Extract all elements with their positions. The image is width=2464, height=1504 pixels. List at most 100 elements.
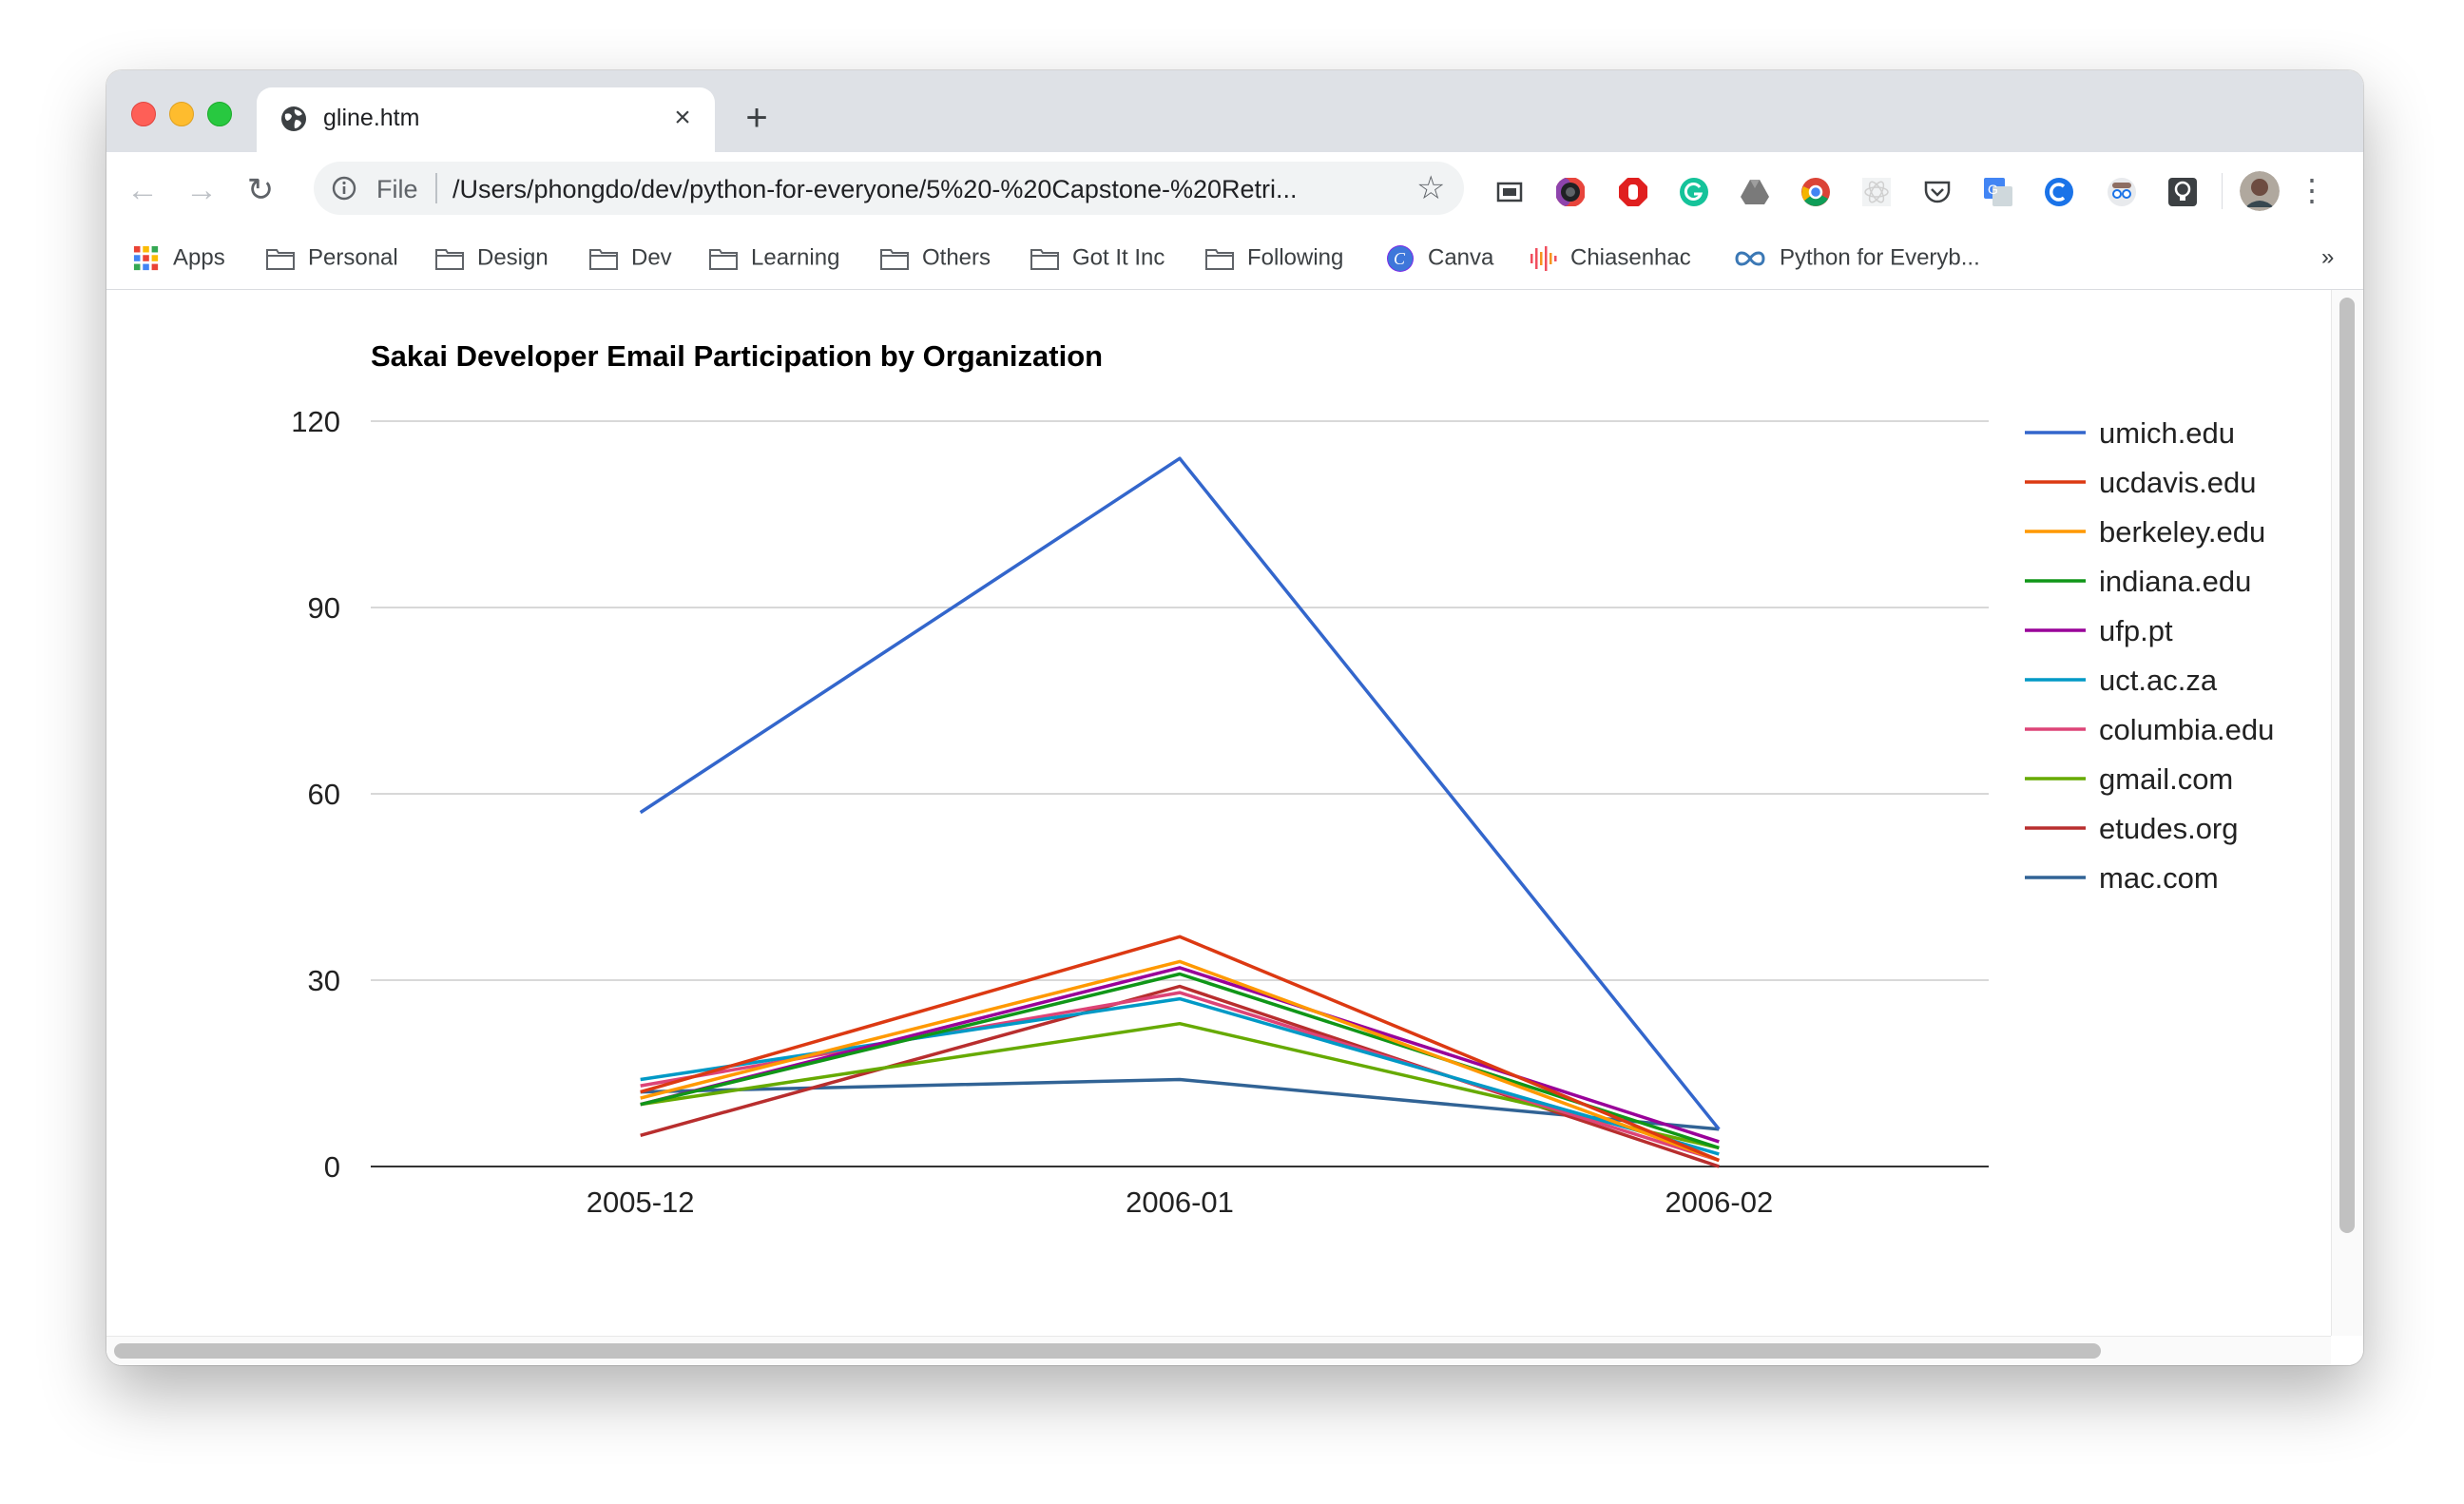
toolbar: ← → ↻ File /Users/phongdo/dev/python-for… [106,152,2363,228]
y-tick-label: 60 [308,778,340,811]
browser-window: gline.htm × + ← → ↻ File /Users/phongdo/… [106,70,2363,1365]
bookmark-design[interactable]: Design [435,241,549,274]
series-line-etudes-org [640,984,1720,1168]
legend-label: ufp.pt [2099,614,2173,647]
y-tick-label: 30 [308,964,340,997]
bookmark-learning[interactable]: Learning [709,241,839,274]
toolbar-divider [2222,173,2223,209]
folder-icon [435,248,464,270]
bookmark-personal[interactable]: Personal [266,241,398,274]
forward-button[interactable]: → [185,172,218,208]
bookmark-label: Chiasenhac [1570,244,1691,271]
bookmark-label: Python for Everyb... [1780,244,1980,271]
bookmark-chiasenhac[interactable]: Chiasenhac [1529,241,1691,274]
legend-label: ucdavis.edu [2099,466,2256,499]
x-tick-label: 2005-12 [587,1186,695,1219]
screenshot-icon[interactable] [1494,177,1525,207]
tab-strip: gline.htm × + [106,70,2363,152]
apps-grid-icon [133,245,159,270]
bookmark-apps[interactable]: Apps [133,241,225,274]
bookmark-label: Following [1247,244,1344,271]
url-text[interactable]: /Users/phongdo/dev/python-for-everyone/5… [452,175,1298,203]
close-tab-icon[interactable]: × [674,102,691,133]
translate-icon[interactable]: G [1983,177,2013,207]
info-icon[interactable] [331,175,357,202]
legend-label: indiana.edu [2099,565,2251,598]
url-scheme: File [376,175,418,203]
menu-button[interactable]: ⋮ [2297,173,2327,207]
canva-icon: C [1387,244,1414,272]
bookmark-python-for-everybody[interactable]: Python for Everyb... [1734,241,1980,274]
legend-label: uct.ac.za [2099,664,2218,697]
horizontal-scrollbar[interactable] [106,1336,2331,1365]
address-bar[interactable]: File /Users/phongdo/dev/python-for-every… [314,162,1464,215]
series-line-ufp-pt [640,966,1720,1144]
tab-title: gline.htm [323,105,420,131]
bookmark-others[interactable]: Others [880,241,991,274]
zoom-window-button[interactable] [207,102,232,126]
grammarly-icon[interactable] [1679,177,1709,207]
series-line-berkeley-edu [640,959,1720,1163]
close-window-button[interactable] [131,102,156,126]
x-tick-label: 2006-02 [1665,1186,1773,1219]
bookmarks-bar: Apps Personal Design Dev Learning Others… [106,228,2363,290]
page-content: Sakai Developer Email Participation by O… [106,290,2363,1365]
bookmark-label: Canva [1428,244,1494,271]
bookmark-star-icon[interactable]: ☆ [1416,170,1446,206]
chiasenhac-icon [1530,245,1557,271]
folder-icon [880,248,909,270]
legend-label: mac.com [2099,861,2219,895]
x-tick-label: 2006-01 [1126,1186,1234,1219]
folder-icon [709,248,738,270]
folder-icon [589,248,618,270]
back-button[interactable]: ← [126,172,159,208]
spy-icon[interactable] [2107,177,2137,207]
bookmark-got-it-inc[interactable]: Got It Inc [1030,241,1165,274]
adblock-icon[interactable] [1618,177,1648,207]
legend-label: umich.edu [2099,416,2235,450]
folder-icon [1205,248,1234,270]
series-line-indiana-edu [640,972,1720,1150]
legend-label: berkeley.edu [2099,515,2265,549]
series-line-columbia-edu [640,991,1720,1163]
chrome-icon[interactable] [1800,177,1831,207]
bookmark-canva[interactable]: C Canva [1386,241,1493,274]
bookmark-label: Personal [308,244,398,271]
bookmarks-overflow-button[interactable]: » [2321,244,2335,270]
lightbulb-icon[interactable] [2167,177,2198,207]
svg-text:C: C [1394,249,1406,268]
vpn-icon[interactable] [2044,177,2074,207]
legend-label: etudes.org [2099,812,2239,845]
avatar[interactable] [2240,171,2280,211]
bookmark-label: Apps [173,244,225,271]
bookmark-dev[interactable]: Dev [589,241,672,274]
y-tick-label: 120 [291,405,340,438]
minimize-window-button[interactable] [169,102,194,126]
omnibox-separator [435,173,437,203]
folder-icon [266,248,295,270]
bookmark-label: Others [922,244,991,271]
bookmark-label: Dev [631,244,672,271]
py4e-icon [1735,251,1765,266]
folder-icon [1030,248,1059,270]
legend-label: gmail.com [2099,762,2233,796]
drive-icon[interactable] [1740,177,1770,207]
vertical-scrollbar-thumb[interactable] [2339,298,2355,1233]
series-line-ucdavis-edu [640,935,1720,1163]
reload-button[interactable]: ↻ [246,172,275,208]
y-tick-label: 90 [308,591,340,625]
bookmark-following[interactable]: Following [1205,241,1343,274]
pocket-icon[interactable] [1922,177,1953,207]
vertical-scrollbar[interactable] [2331,290,2363,1336]
new-tab-button[interactable]: + [745,97,768,139]
tab-gline[interactable]: gline.htm × [257,87,715,152]
chart-title: Sakai Developer Email Participation by O… [371,339,1104,373]
horizontal-scrollbar-thumb[interactable] [114,1343,2101,1359]
legend-label: columbia.edu [2099,713,2274,746]
react-icon[interactable] [1861,177,1892,207]
obs-icon[interactable] [1555,177,1586,207]
y-tick-label: 0 [324,1150,340,1184]
line-chart: 0 30 60 90 120 2005-12 2006-01 2006-02 umich.edu… [291,405,2274,1219]
bookmark-label: Design [477,244,549,271]
bookmark-label: Learning [751,244,840,271]
